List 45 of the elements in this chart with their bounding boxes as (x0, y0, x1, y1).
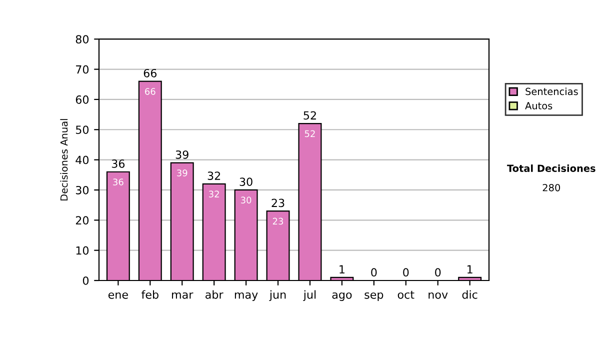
x-tick-label: nov (428, 292, 448, 299)
data-label: 52 (304, 130, 315, 138)
y-axis-title: Decisiones Anual (60, 119, 68, 200)
total-label: 0 (403, 268, 409, 277)
y-tick-label: 40 (76, 156, 89, 164)
y-tick-label: 20 (76, 216, 89, 225)
data-label: 66 (145, 88, 156, 95)
text: Total Decisiones (507, 164, 596, 172)
total-label: 39 (176, 150, 188, 159)
x-tick-label: dic (462, 290, 478, 299)
y-tick-label: 10 (76, 246, 89, 255)
total-label: 0 (435, 268, 441, 277)
y-tick-label: 0 (82, 276, 89, 285)
total-label: 32 (208, 172, 220, 180)
data-label: 23 (272, 218, 284, 225)
x-tick-label: ene (108, 292, 128, 299)
x-tick-label: may (234, 292, 258, 301)
data-label: 39 (177, 170, 188, 176)
x-tick-label: jul (303, 290, 316, 301)
y-tick-label: 80 (76, 35, 89, 44)
x-tick-label: sep (364, 292, 384, 301)
y-tick-label: 30 (76, 186, 89, 194)
y-tick-label: 50 (76, 126, 89, 134)
x-tick-label: mar (172, 292, 194, 299)
total-label: 1 (468, 265, 472, 274)
data-label: 36 (113, 178, 124, 186)
x-tick-label: ago (332, 292, 352, 301)
x-tick-label: oct (398, 290, 414, 299)
total-label: 36 (112, 160, 125, 168)
legend-label: Sentencias (526, 88, 578, 96)
text: 280 (542, 184, 560, 192)
data-label: 32 (209, 190, 219, 198)
total-label: 23 (272, 198, 284, 208)
data-label: 30 (240, 196, 252, 204)
total-label: 66 (144, 68, 157, 78)
y-tick-label: 70 (76, 65, 89, 74)
legend-label: Autos (525, 102, 552, 110)
total-label: 1 (340, 265, 344, 274)
total-label: 30 (240, 178, 252, 186)
y-tick-label: 60 (76, 95, 89, 104)
x-tick-label: feb (142, 290, 158, 299)
total-label: 52 (304, 111, 316, 120)
x-tick-label: abr (206, 290, 224, 299)
total-label: 0 (371, 268, 377, 277)
x-tick-label: jun (269, 290, 286, 301)
